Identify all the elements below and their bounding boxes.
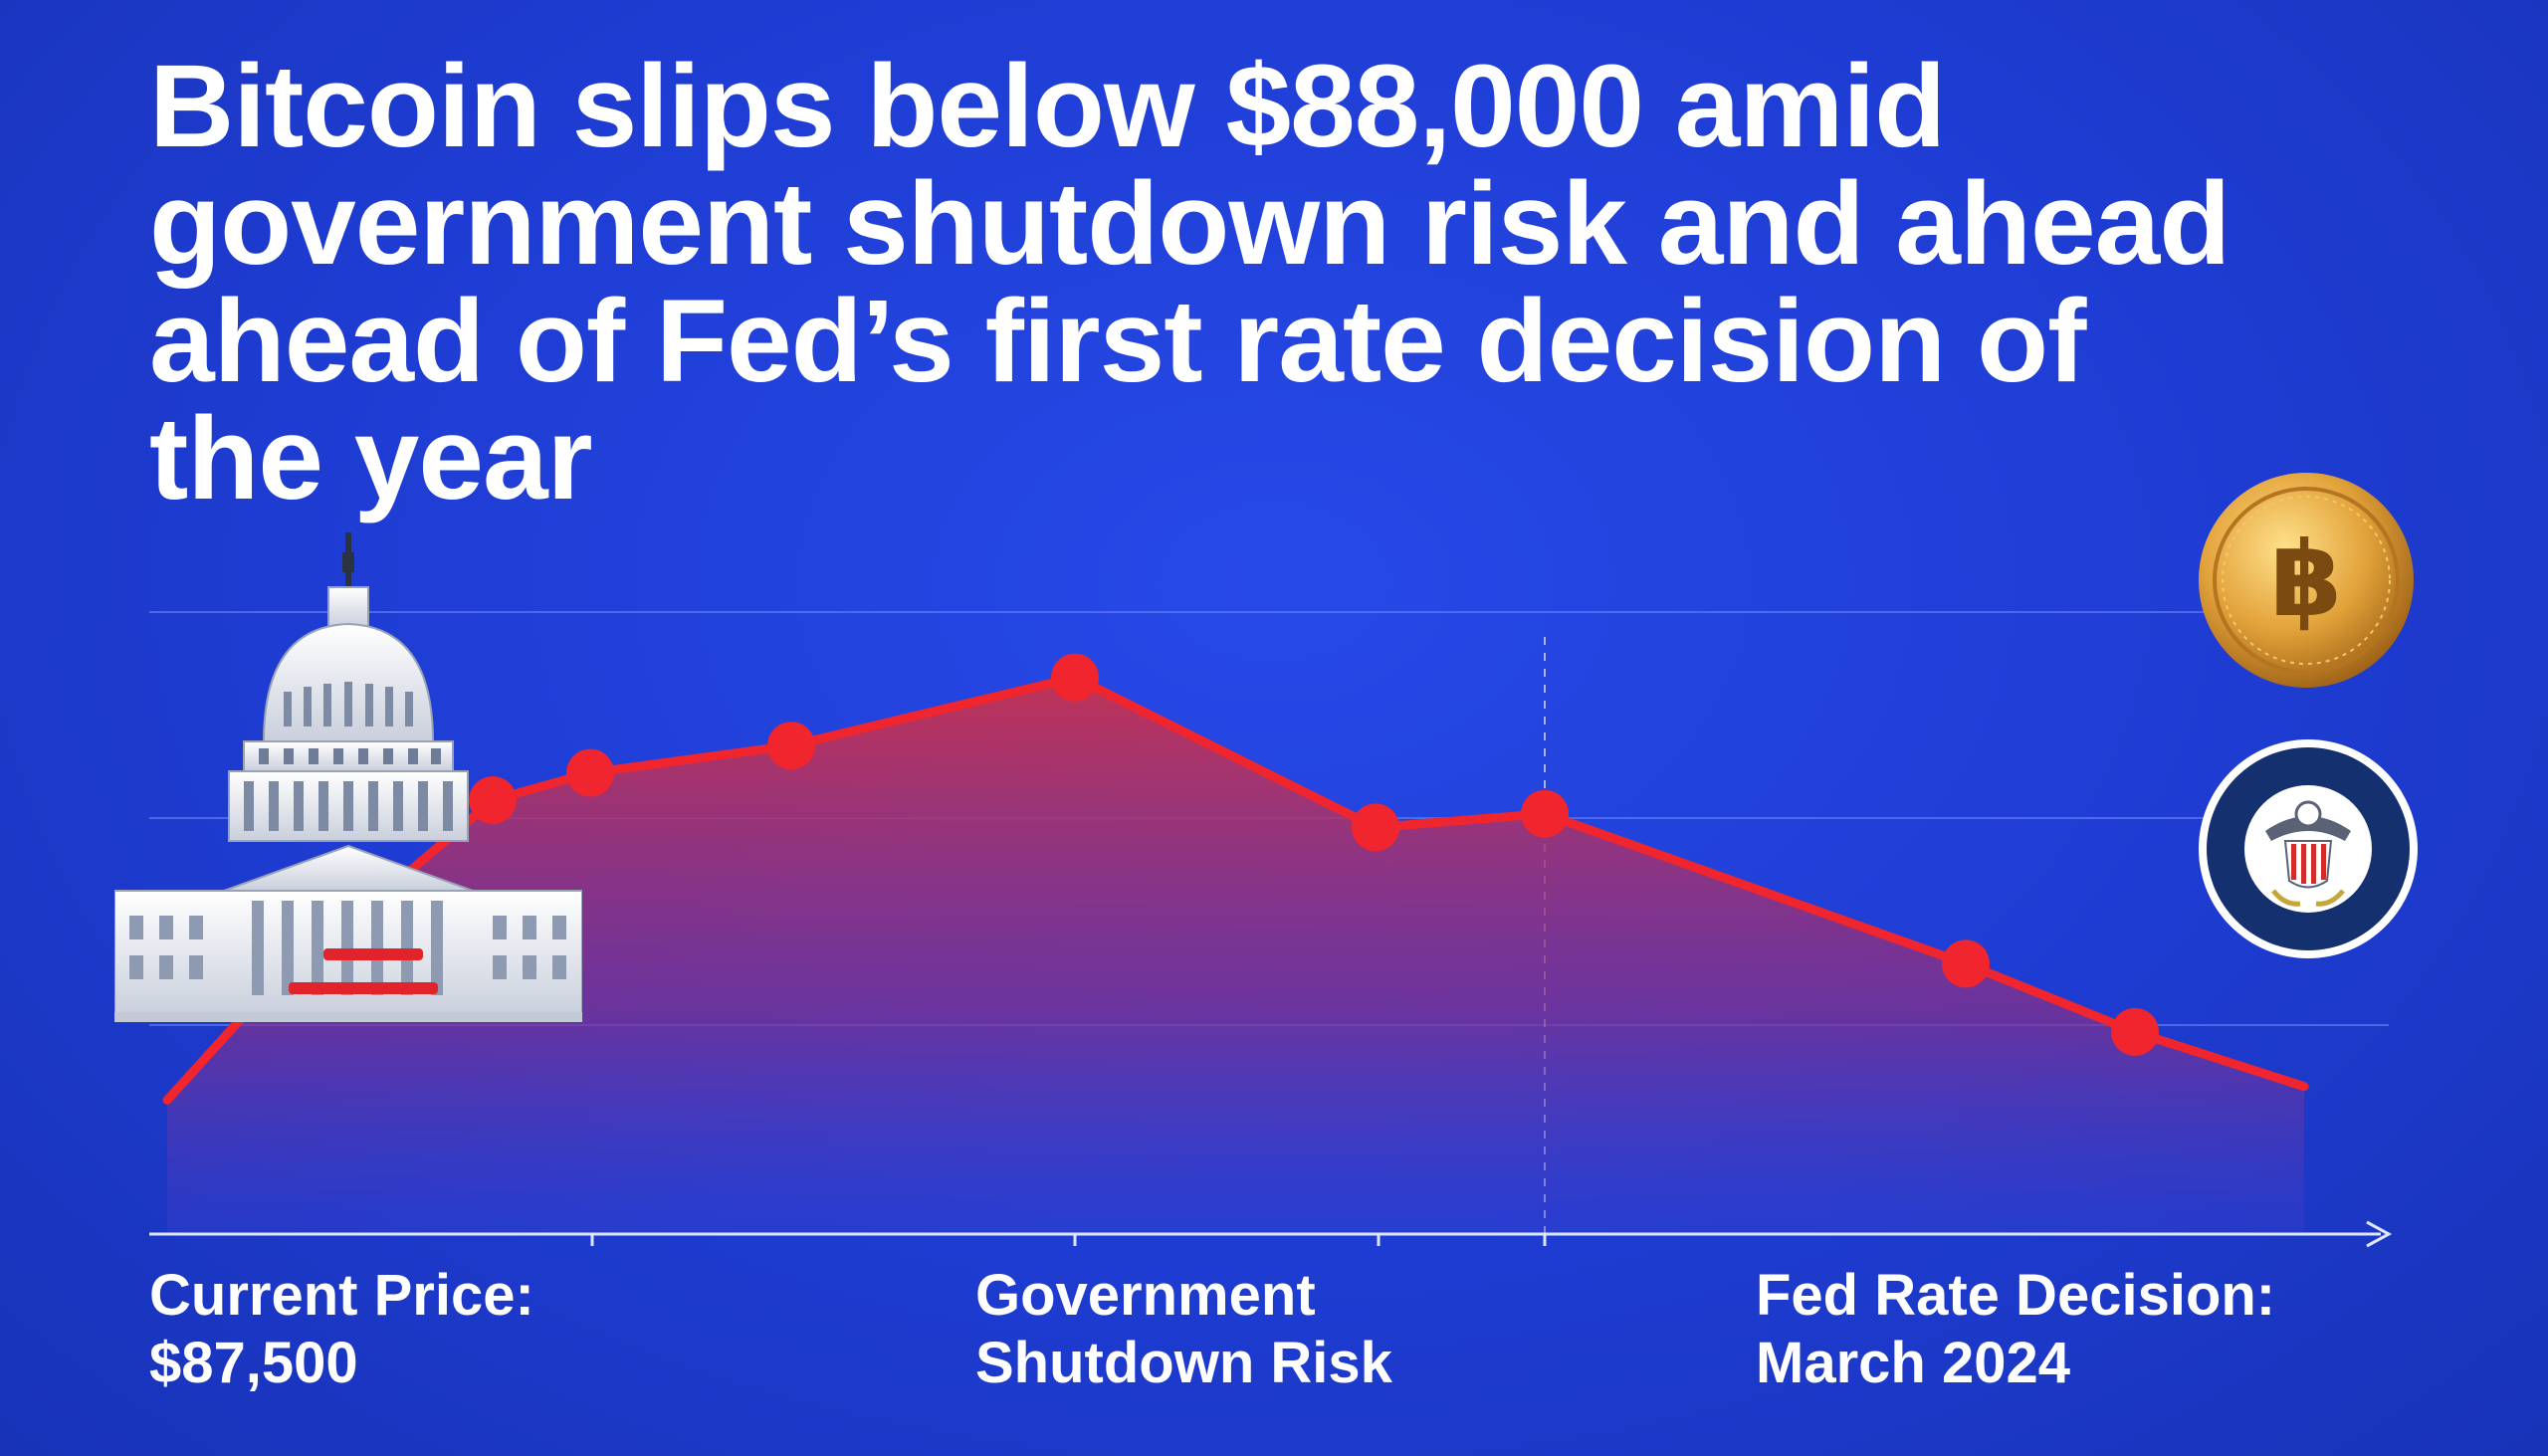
current-price-title: Current Price: xyxy=(149,1263,534,1328)
fed-decision-label: Fed Rate Decision: March 2024 xyxy=(1756,1262,2275,1397)
fed-decision-title: Fed Rate Decision: xyxy=(1756,1263,2276,1328)
federal-reserve-seal-icon xyxy=(2199,739,2418,958)
headline-line: Bitcoin slips below $88,000 amid xyxy=(149,41,1946,172)
x-axis-arrow xyxy=(2366,1220,2393,1248)
shutdown-line: Shutdown Risk xyxy=(975,1331,1392,1395)
headline-line: the year xyxy=(149,393,593,524)
headline-line: government shutdown risk and ahead xyxy=(149,158,2230,290)
bitcoin-coin-icon: ฿ xyxy=(2199,473,2414,688)
data-point xyxy=(469,776,517,824)
headline-line: ahead of Fed’s first rate decision of xyxy=(149,276,2086,407)
data-point xyxy=(1051,653,1099,702)
headline: Bitcoin slips below $88,000 amid governm… xyxy=(149,48,2439,518)
data-point xyxy=(1352,803,1399,852)
shutdown-risk-label: Government Shutdown Risk xyxy=(975,1262,1392,1397)
shutdown-line: Government xyxy=(975,1263,1316,1328)
chart-area xyxy=(167,677,2304,1232)
svg-text:฿: ฿ xyxy=(2270,519,2342,640)
data-point xyxy=(566,748,614,797)
capitol-building-icon xyxy=(114,532,582,1022)
chart-markers xyxy=(469,653,2159,1056)
data-point xyxy=(2111,1007,2159,1056)
data-point xyxy=(1942,939,1990,988)
x-axis xyxy=(149,1220,2393,1248)
data-point xyxy=(767,722,815,770)
current-price-label: Current Price: $87,500 xyxy=(149,1262,534,1397)
fed-decision-date: March 2024 xyxy=(1756,1331,2070,1395)
data-point xyxy=(1521,789,1569,838)
price-area xyxy=(167,677,2304,1232)
current-price-value: $87,500 xyxy=(149,1331,358,1395)
